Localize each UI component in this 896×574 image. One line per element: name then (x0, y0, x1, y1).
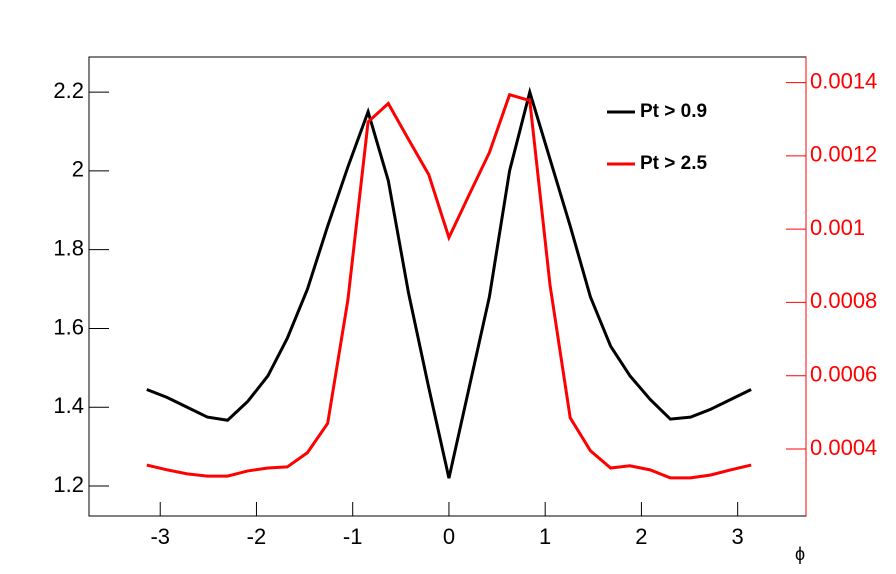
x-tick-label: 3 (732, 524, 744, 549)
x-axis-label: ϕ (795, 544, 805, 564)
y-tick-label: 2 (72, 157, 84, 182)
y2-tick-label: 0.0006 (810, 362, 877, 387)
y-tick-label: 1.2 (53, 472, 84, 497)
x-tick-label: -2 (247, 524, 267, 549)
legend-label: Pt > 0.9 (640, 101, 707, 122)
x-tick-label: 1 (539, 524, 551, 549)
y2-tick-label: 0.0008 (810, 288, 877, 313)
y2-tick-label: 0.0012 (810, 142, 877, 167)
y-tick-label: 2.2 (53, 78, 84, 103)
plot-frame (88, 56, 807, 517)
y2-tick-label: 0.0014 (810, 68, 877, 93)
y2-tick-label: 0.001 (810, 215, 865, 240)
y2-tick-label: 0.0004 (810, 435, 877, 460)
series-line (146, 92, 752, 480)
x-tick-label: 2 (635, 524, 647, 549)
x-tick-label: -1 (343, 524, 363, 549)
series-line (146, 86, 752, 479)
x-tick-label: 0 (443, 524, 455, 549)
y-tick-label: 1.4 (53, 393, 84, 418)
y-tick-label: 1.8 (53, 235, 84, 260)
y-tick-label: 1.6 (53, 314, 84, 339)
legend-label: Pt > 2.5 (640, 153, 707, 174)
x-tick-label: -3 (150, 524, 170, 549)
